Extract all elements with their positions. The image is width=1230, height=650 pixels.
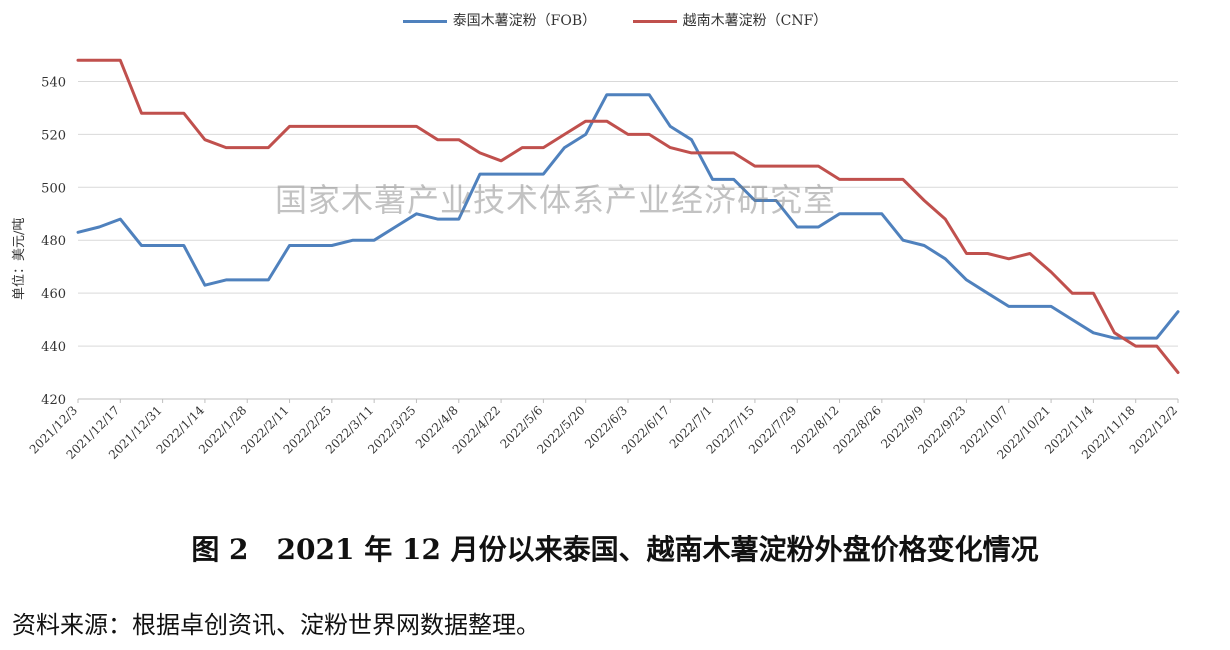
line-chart: 420 440 460 480 500 520 540 2021/12/3 2021/12/17… [0,10,1230,462]
legend-swatch-thailand [402,19,447,23]
y-tick-label: 480 [41,234,66,249]
figure-caption: 图 2 2021 年 12 月份以来泰国、越南木薯淀粉外盘价格变化情况 [191,533,1039,566]
legend-swatch-vietnam [632,19,677,23]
y-tick-label: 440 [41,340,66,355]
y-tick-label: 420 [41,393,66,408]
y-tick-label: 460 [41,287,66,302]
y-tick-label: 540 [41,75,66,90]
y-tick-label: 500 [41,181,66,196]
legend-label-thailand: 泰国木薯淀粉（FOB） [452,13,597,29]
y-axis-label: 单位：美元/吨 [12,217,27,300]
series-line-thailand [76,93,1180,340]
legend-item-vietnam: 越南木薯淀粉（CNF） [632,10,828,30]
chart-canvas: 4204404604805005205402021/12/32021/12/17… [27,58,1180,462]
legend-label-vietnam: 越南木薯淀粉（CNF） [682,13,828,29]
watermark-text: 国家木薯产业技术体系产业经济研究室 [275,181,837,219]
legend: 泰国木薯淀粉（FOB） 越南木薯淀粉（CNF） [0,10,1230,30]
legend-item-thailand: 泰国木薯淀粉（FOB） [402,10,597,30]
y-tick-label: 520 [41,128,66,143]
source-note: 资料来源：根据卓创资讯、淀粉世界网数据整理。 [12,611,540,639]
series-line-vietnam [76,58,1180,374]
